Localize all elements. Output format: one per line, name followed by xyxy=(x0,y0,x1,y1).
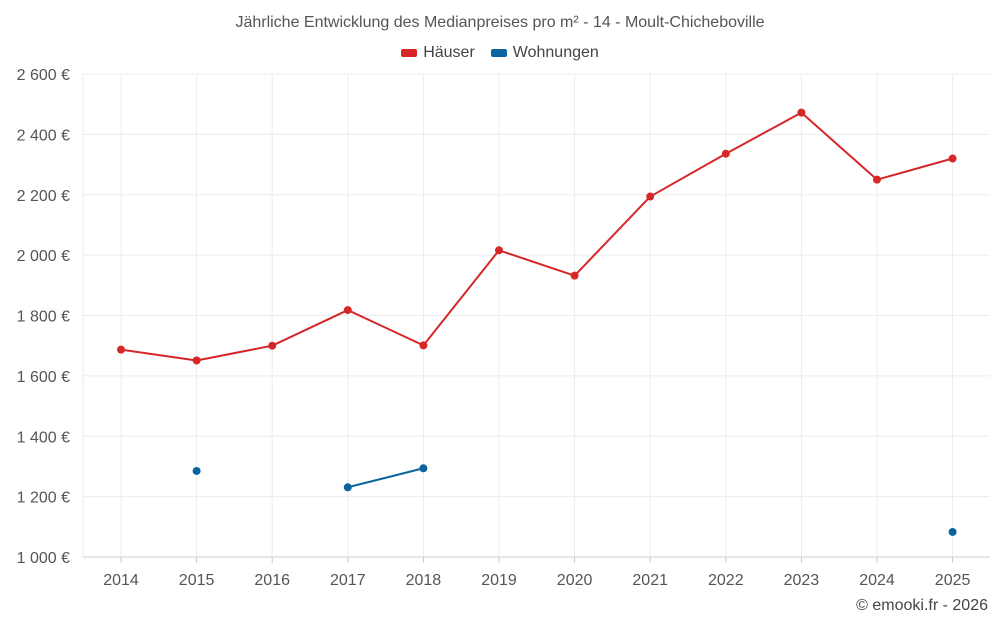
x-tick-label: 2023 xyxy=(784,572,820,589)
data-point-houses xyxy=(797,108,806,117)
x-tick-label: 2022 xyxy=(708,572,744,589)
series-line-apartments xyxy=(347,467,424,489)
y-tick-label: 1 200 € xyxy=(17,490,70,507)
series-line-houses xyxy=(271,309,349,347)
data-point-apartments xyxy=(343,483,352,492)
x-tick-label: 2025 xyxy=(935,572,971,589)
x-tick-label: 2015 xyxy=(179,572,215,589)
data-point-houses xyxy=(721,149,730,158)
x-tick-label: 2014 xyxy=(103,572,139,589)
x-tick-label: 2016 xyxy=(254,572,290,589)
x-tick-label: 2020 xyxy=(557,572,593,589)
data-point-apartments xyxy=(948,527,957,536)
y-tick-label: 1 800 € xyxy=(17,309,70,326)
series-line-houses xyxy=(876,157,953,181)
y-tick-label: 1 400 € xyxy=(17,429,70,446)
x-tick-label: 2017 xyxy=(330,572,366,589)
series-line-houses xyxy=(498,249,575,277)
series-line-houses xyxy=(196,344,273,362)
data-point-houses xyxy=(646,192,655,201)
y-tick-label: 2 200 € xyxy=(17,188,70,205)
data-point-houses xyxy=(268,341,277,350)
x-tick-label: 2021 xyxy=(632,572,668,589)
data-point-houses xyxy=(343,306,352,315)
series-line-houses xyxy=(800,111,878,181)
data-point-apartments xyxy=(192,466,201,475)
series-line-houses xyxy=(573,195,651,277)
legend-swatch-houses xyxy=(401,49,418,57)
data-point-apartments xyxy=(419,464,428,473)
y-tick-label: 1 600 € xyxy=(17,369,70,386)
x-tick-label: 2024 xyxy=(859,572,895,589)
legend-label-houses: Häuser xyxy=(423,44,475,61)
legend-item-apartments[interactable]: Wohnungen xyxy=(490,44,599,62)
y-tick-label: 1 000 € xyxy=(17,550,70,567)
series-line-houses xyxy=(120,348,197,362)
series-line-houses xyxy=(347,309,424,347)
data-point-houses xyxy=(192,356,201,365)
data-point-houses xyxy=(495,246,503,255)
chart-title: Jährliche Entwicklung des Medianpreises … xyxy=(235,14,765,31)
data-point-houses xyxy=(948,154,957,163)
y-tick-label: 2 600 € xyxy=(17,67,70,84)
series-line-houses xyxy=(422,249,500,347)
y-tick-label: 2 000 € xyxy=(17,248,70,265)
series-line-houses xyxy=(725,111,802,155)
data-point-houses xyxy=(419,341,428,350)
legend-item-houses[interactable]: Häuser xyxy=(401,44,475,62)
legend: Häuser Wohnungen xyxy=(0,44,1000,62)
x-tick-label: 2019 xyxy=(481,572,517,589)
y-tick-label: 2 400 € xyxy=(17,127,70,144)
legend-label-apartments: Wohnungen xyxy=(512,44,599,61)
series-line-houses xyxy=(649,152,727,198)
legend-swatch-apartments xyxy=(490,49,507,57)
copyright-text: © emooki.fr - 2026 xyxy=(856,597,988,614)
x-tick-label: 2018 xyxy=(406,572,442,589)
data-point-houses xyxy=(570,271,579,280)
data-point-houses xyxy=(117,345,125,354)
data-point-houses xyxy=(873,175,881,184)
